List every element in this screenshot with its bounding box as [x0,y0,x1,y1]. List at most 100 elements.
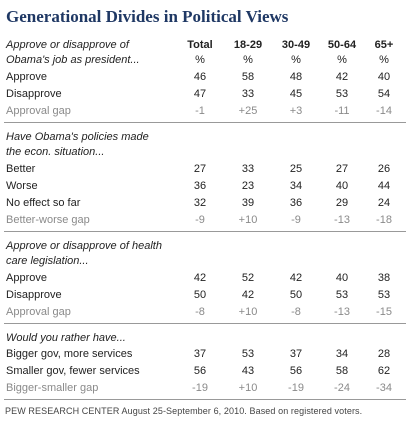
cell: 29 [335,197,349,209]
row-label: No effect so far [6,197,81,209]
cell: -15 [376,306,392,318]
cell: 53 [241,348,255,360]
question: the econ. situation... [6,146,105,158]
footer: PEW RESEARCH CENTER August 25-September … [5,406,363,416]
title: Generational Divides in Political Views [6,7,289,26]
cell: 34 [289,180,303,192]
unit: % [243,54,253,66]
cell: -13 [334,306,350,318]
cell: -9 [195,214,205,226]
separator [4,122,406,123]
cell: -14 [376,105,392,117]
column-header: Total [187,39,213,51]
cell: 37 [289,348,303,360]
cell: 32 [193,197,207,209]
cell: -1 [195,105,205,117]
row-label: Disapprove [6,289,62,301]
cell: -13 [334,214,350,226]
cell: 53 [335,289,349,301]
cell: -24 [334,382,350,394]
unit: % [379,54,389,66]
cell: -9 [291,214,301,226]
row-label: Worse [6,180,38,192]
cell: 56 [289,365,303,377]
row-label: Better-worse gap [6,214,90,226]
cell: 58 [241,71,255,83]
cell: +10 [238,382,258,394]
cell: 50 [289,289,303,301]
cell: 45 [289,88,303,100]
cell: -18 [376,214,392,226]
question: Would you rather have... [6,332,126,344]
cell: 42 [193,272,207,284]
cell: 37 [193,348,207,360]
row-label: Approve [6,71,47,83]
cell: 36 [193,180,207,192]
cell: 52 [241,272,255,284]
cell: 44 [377,180,391,192]
cell: 40 [335,180,349,192]
question: care legislation... [6,255,89,267]
cell: 34 [335,348,349,360]
cell: 50 [193,289,207,301]
cell: 27 [193,163,207,175]
cell: 27 [335,163,349,175]
row-label: Bigger gov, more services [6,348,133,360]
cell: 46 [193,71,207,83]
row-label: Disapprove [6,88,62,100]
cell: 23 [241,180,255,192]
cell: -19 [192,382,208,394]
cell: +10 [238,306,258,318]
cell: -8 [195,306,205,318]
separator [4,399,406,400]
cell: -8 [291,306,301,318]
column-header: 65+ [374,39,394,51]
cell: 53 [335,88,349,100]
question: Approve or disapprove of health [6,240,162,252]
cell: 38 [377,272,391,284]
row-label: Smaller gov, fewer services [6,365,140,377]
cell: +25 [238,105,258,117]
cell: 33 [241,163,255,175]
cell: 36 [289,197,303,209]
cell: 33 [241,88,255,100]
separator [4,323,406,324]
row-label: Approval gap [6,105,71,117]
cell: -34 [376,382,392,394]
row-label: Better [6,163,36,175]
cell: 42 [289,272,303,284]
cell: 53 [377,289,391,301]
question: Approve or disapprove of [6,39,129,51]
question: Have Obama's policies made [6,131,149,143]
row-label: Approve [6,272,47,284]
cell: 28 [377,348,391,360]
cell: -11 [334,105,350,117]
cell: 54 [377,88,391,100]
cell: 62 [377,365,391,377]
column-header: 30-49 [281,39,311,51]
cell: 43 [241,365,255,377]
column-header: 50-64 [327,39,357,51]
cell: 39 [241,197,255,209]
column-header: 18-29 [233,39,263,51]
unit: % [291,54,301,66]
question: Obama's job as president... [6,54,140,66]
cell: 48 [289,71,303,83]
unit: % [337,54,347,66]
row-label: Bigger-smaller gap [6,382,99,394]
row-label: Approval gap [6,306,71,318]
separator [4,231,406,232]
cell: 40 [335,272,349,284]
cell: 58 [335,365,349,377]
cell: 40 [377,71,391,83]
cell: 26 [377,163,391,175]
cell: 24 [377,197,391,209]
cell: +10 [238,214,258,226]
cell: +3 [289,105,303,117]
cell: 42 [241,289,255,301]
cell: 42 [335,71,349,83]
cell: 47 [193,88,207,100]
unit: % [195,54,205,66]
cell: -19 [288,382,304,394]
